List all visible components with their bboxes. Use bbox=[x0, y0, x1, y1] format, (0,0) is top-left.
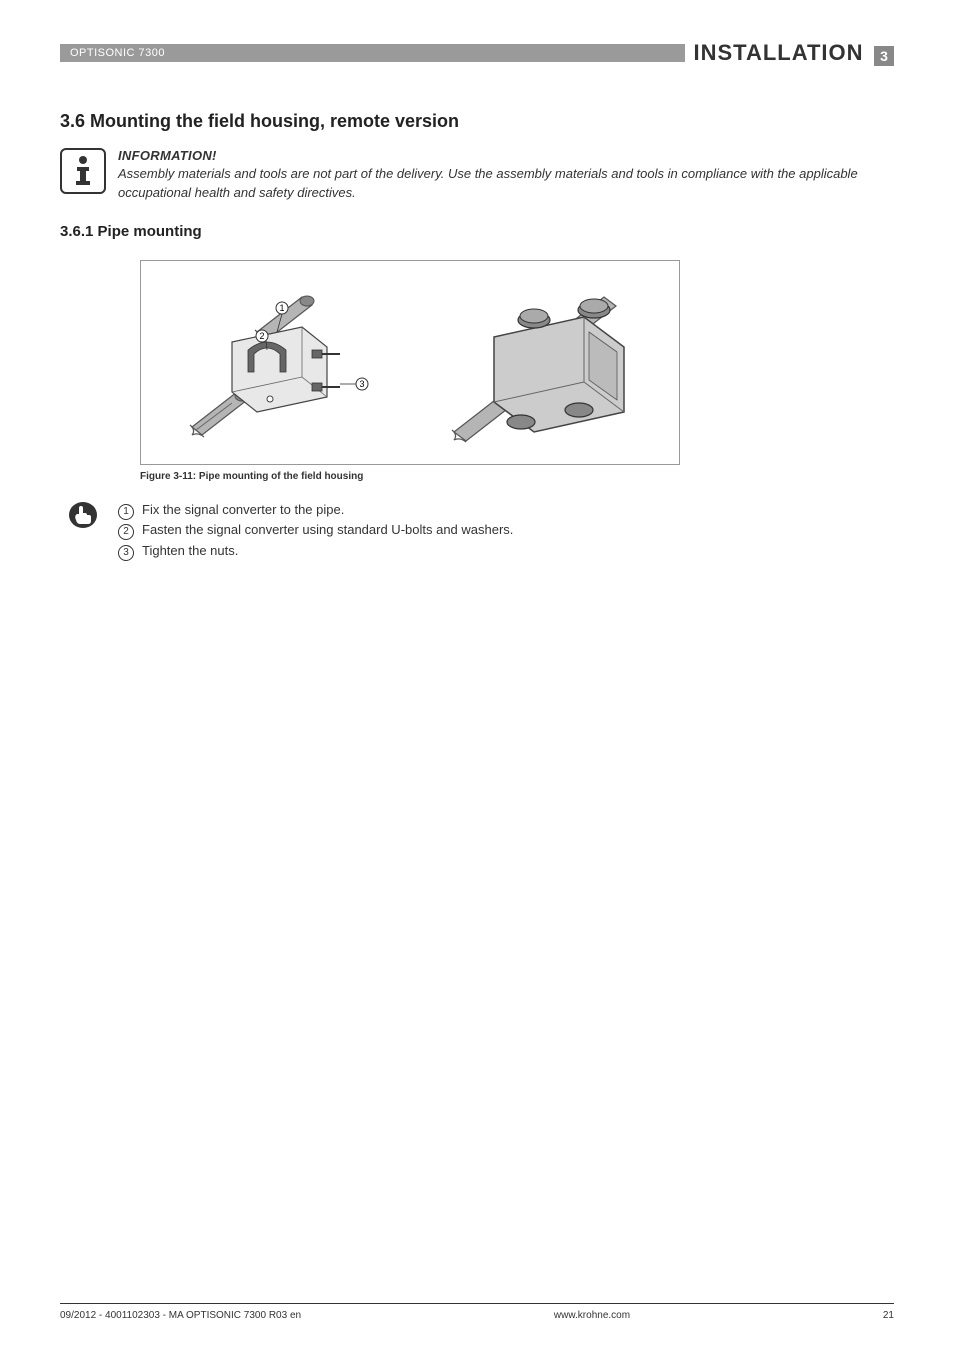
section-badge: 3 bbox=[874, 46, 894, 66]
page-footer: 09/2012 - 4001102303 - MA OPTISONIC 7300… bbox=[60, 1303, 894, 1321]
figure-3-11: 1 2 3 bbox=[140, 260, 680, 465]
step-text-3: Tighten the nuts. bbox=[142, 541, 238, 562]
header-bar: OPTISONIC 7300 INSTALLATION 3 bbox=[60, 40, 894, 66]
figure-label-1: 1 bbox=[279, 303, 284, 313]
step-number-3: 3 bbox=[118, 545, 134, 561]
information-text: INFORMATION! Assembly materials and tool… bbox=[118, 148, 894, 203]
footer-center: www.krohne.com bbox=[554, 1310, 630, 1321]
footer-left: 09/2012 - 4001102303 - MA OPTISONIC 7300… bbox=[60, 1310, 301, 1321]
diagram-right bbox=[439, 272, 659, 452]
section-heading-3-6-1: 3.6.1 Pipe mounting bbox=[60, 223, 894, 240]
product-label: OPTISONIC 7300 bbox=[60, 44, 685, 62]
steps-list: 1 Fix the signal converter to the pipe. … bbox=[118, 500, 513, 562]
step-1: 1 Fix the signal converter to the pipe. bbox=[118, 500, 513, 521]
figure-label-2: 2 bbox=[259, 331, 264, 341]
step-text-2: Fasten the signal converter using standa… bbox=[142, 520, 513, 541]
figure-caption: Figure 3-11: Pipe mounting of the field … bbox=[140, 471, 894, 482]
step-number-2: 2 bbox=[118, 524, 134, 540]
step-text-1: Fix the signal converter to the pipe. bbox=[142, 500, 344, 521]
section-title: INSTALLATION bbox=[685, 40, 863, 65]
information-body: Assembly materials and tools are not par… bbox=[118, 165, 894, 203]
figure-label-3: 3 bbox=[359, 379, 364, 389]
step-3: 3 Tighten the nuts. bbox=[118, 541, 513, 562]
steps-block: 1 Fix the signal converter to the pipe. … bbox=[60, 500, 894, 562]
information-block: INFORMATION! Assembly materials and tool… bbox=[60, 148, 894, 203]
hand-pointer-icon bbox=[68, 500, 98, 530]
figure-wrap: 1 2 3 bbox=[140, 260, 894, 482]
step-2: 2 Fasten the signal converter using stan… bbox=[118, 520, 513, 541]
info-icon-svg bbox=[70, 155, 96, 187]
header-right: INSTALLATION 3 bbox=[685, 40, 894, 66]
information-heading: INFORMATION! bbox=[118, 148, 894, 163]
diagram-left: 1 2 3 bbox=[162, 272, 422, 452]
page-content: OPTISONIC 7300 INSTALLATION 3 3.6 Mounti… bbox=[0, 0, 954, 562]
step-number-1: 1 bbox=[118, 504, 134, 520]
information-icon bbox=[60, 148, 106, 194]
footer-right: 21 bbox=[883, 1310, 894, 1321]
section-heading-3-6: 3.6 Mounting the field housing, remote v… bbox=[60, 111, 894, 132]
